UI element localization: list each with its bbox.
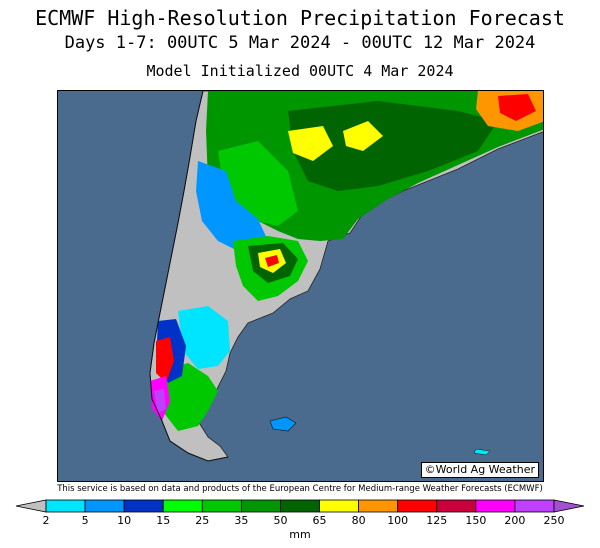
legend-swatch (201, 499, 242, 513)
legend-bar (15, 499, 585, 513)
legend-tick-label: 15 (156, 514, 171, 527)
legend-swatch (358, 499, 399, 513)
legend-swatch (162, 499, 203, 513)
legend-tick-label: 200 (504, 514, 526, 527)
legend-swatch (45, 499, 86, 513)
legend-tick-label: 25 (195, 514, 210, 527)
legend-low-arrow (15, 499, 47, 513)
legend-tick-label: 150 (465, 514, 487, 527)
legend-tick-label: 10 (117, 514, 132, 527)
legend-tick-label: 250 (543, 514, 565, 527)
precip-blue-band (196, 161, 268, 253)
legend-tick-label: 35 (234, 514, 249, 527)
legend-high-arrow (553, 499, 585, 513)
legend-swatch (280, 499, 320, 513)
credit-label: ©World Ag Weather (420, 462, 539, 478)
precip-north-darkgreen (288, 101, 498, 191)
legend-swatch (123, 499, 164, 513)
legend-tick-label: 5 (81, 514, 89, 527)
legend-swatch (475, 499, 516, 513)
legend-tick-label: 2 (42, 514, 50, 527)
map-canvas (149, 91, 543, 462)
south-georgia (473, 448, 491, 456)
precip-andes-purple (154, 389, 166, 413)
legend-tick-label: 125 (426, 514, 448, 527)
precipitation-map: ©World Ag Weather (57, 90, 544, 482)
color-legend: 2 5 10 15 25 35 50 65 80 100 125 150 200 250 mm (0, 497, 600, 547)
legend-tick-label: 100 (387, 514, 409, 527)
precip-central-red (265, 255, 279, 267)
legend-swatch (319, 499, 360, 513)
legend-tick-label: 65 (312, 514, 327, 527)
precip-andes-red (156, 337, 174, 383)
precip-ne-yellow-2 (343, 121, 383, 151)
model-init-time: Model Initialized 00UTC 4 Mar 2024 (146, 62, 454, 80)
precip-patagonia-cyan (178, 306, 230, 369)
legend-swatch (436, 499, 477, 513)
legend-unit: mm (289, 528, 311, 541)
precip-ne-red (498, 94, 536, 121)
legend-swatch (240, 499, 281, 513)
precip-ne-yellow-1 (288, 126, 333, 161)
coastline (149, 91, 229, 462)
chart-title: ECMWF High-Resolution Precipitation Fore… (35, 6, 565, 30)
falkland-islands (269, 416, 297, 432)
legend-swatch (84, 499, 125, 513)
legend-swatch (514, 499, 555, 513)
forecast-period: Days 1-7: 00UTC 5 Mar 2024 - 00UTC 12 Ma… (64, 33, 536, 53)
ecmwf-disclaimer: This service is based on data and produc… (57, 484, 543, 494)
legend-tick-label: 50 (273, 514, 288, 527)
legend-tick-label: 80 (351, 514, 366, 527)
legend-swatch (397, 499, 438, 513)
precip-south-green (162, 363, 218, 431)
